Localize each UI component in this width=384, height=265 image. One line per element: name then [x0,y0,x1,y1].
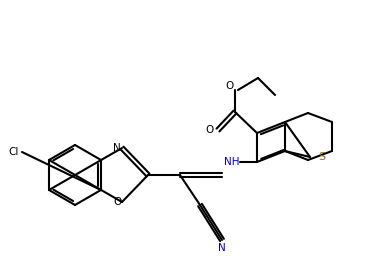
Text: Cl: Cl [9,147,19,157]
Text: N: N [218,243,226,253]
Text: NH: NH [224,157,240,167]
Text: N: N [113,143,121,153]
Text: S: S [318,152,326,162]
Text: O: O [206,125,214,135]
Text: O: O [225,81,233,91]
Text: O: O [113,197,121,207]
